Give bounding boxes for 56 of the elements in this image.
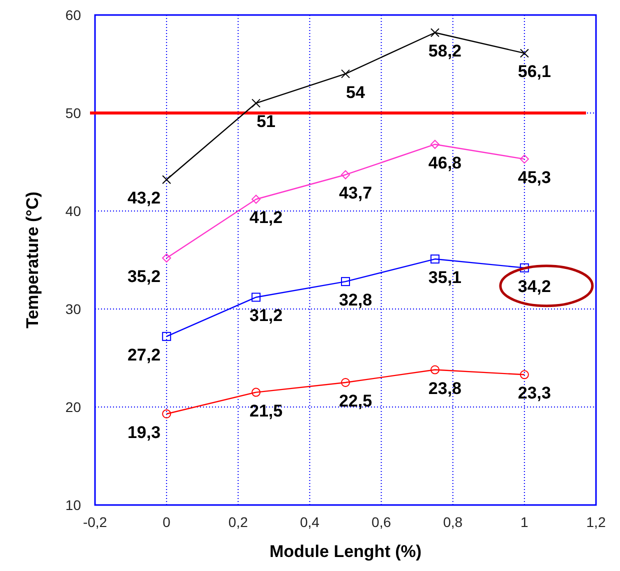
data-label: 43,7 xyxy=(338,184,372,203)
y-axis-title: Temperature (°C) xyxy=(23,192,42,328)
point xyxy=(520,48,529,58)
point xyxy=(341,170,350,180)
point xyxy=(162,175,172,184)
point xyxy=(341,69,350,78)
data-label: 23,8 xyxy=(428,378,462,398)
data-label: 23,3 xyxy=(518,384,551,403)
data-label: 19,3 xyxy=(127,422,161,442)
y-tick-label: 40 xyxy=(65,203,82,219)
point xyxy=(252,98,261,108)
data-label: 41,2 xyxy=(249,208,283,228)
data-label: 27,2 xyxy=(127,345,161,364)
data-label: 43,2 xyxy=(127,188,161,208)
point xyxy=(252,388,261,397)
data-label: 45,3 xyxy=(518,168,551,188)
x-axis-title: Module Lenght (%) xyxy=(269,542,422,561)
y-tick-label: 60 xyxy=(65,7,82,23)
point xyxy=(341,378,350,387)
x-tick-label: 0 xyxy=(162,514,171,530)
data-label: 35,1 xyxy=(428,268,462,288)
y-tick-label: 20 xyxy=(65,399,82,415)
y-tick-label: 10 xyxy=(65,497,82,513)
data-label: 51 xyxy=(256,112,276,132)
x-tick-label: 1,2 xyxy=(586,514,606,530)
data-label: 54 xyxy=(346,82,366,102)
point xyxy=(430,254,440,264)
point xyxy=(252,292,261,302)
point xyxy=(430,28,440,38)
point xyxy=(162,254,172,263)
point xyxy=(520,154,529,164)
data-label: 58,2 xyxy=(428,42,462,61)
point xyxy=(430,365,440,374)
point xyxy=(520,370,529,380)
data-label: 46,8 xyxy=(428,153,462,172)
point xyxy=(162,332,172,341)
data-label: 21,5 xyxy=(249,401,283,420)
data-label: 31,2 xyxy=(249,306,283,326)
data-label: 35,2 xyxy=(127,267,161,286)
x-tick-label: 0,8 xyxy=(443,514,463,530)
point xyxy=(162,409,172,418)
y-tick-label: 30 xyxy=(65,301,82,317)
point xyxy=(430,140,440,149)
x-tick-label: 1 xyxy=(520,514,529,530)
point xyxy=(252,194,261,204)
x-tick-label: 0,6 xyxy=(372,514,392,530)
data-label: 32,8 xyxy=(338,290,372,310)
x-tick-label: 0,4 xyxy=(300,514,320,530)
x-tick-label: 0,2 xyxy=(228,514,248,530)
data-label: 56,1 xyxy=(518,62,551,82)
data-label: 22,5 xyxy=(338,392,372,410)
point xyxy=(520,263,529,272)
x-tick-label: -0,2 xyxy=(82,514,108,530)
y-tick-label: 50 xyxy=(65,105,82,121)
data-label: 34,2 xyxy=(518,276,551,296)
point xyxy=(341,277,350,286)
